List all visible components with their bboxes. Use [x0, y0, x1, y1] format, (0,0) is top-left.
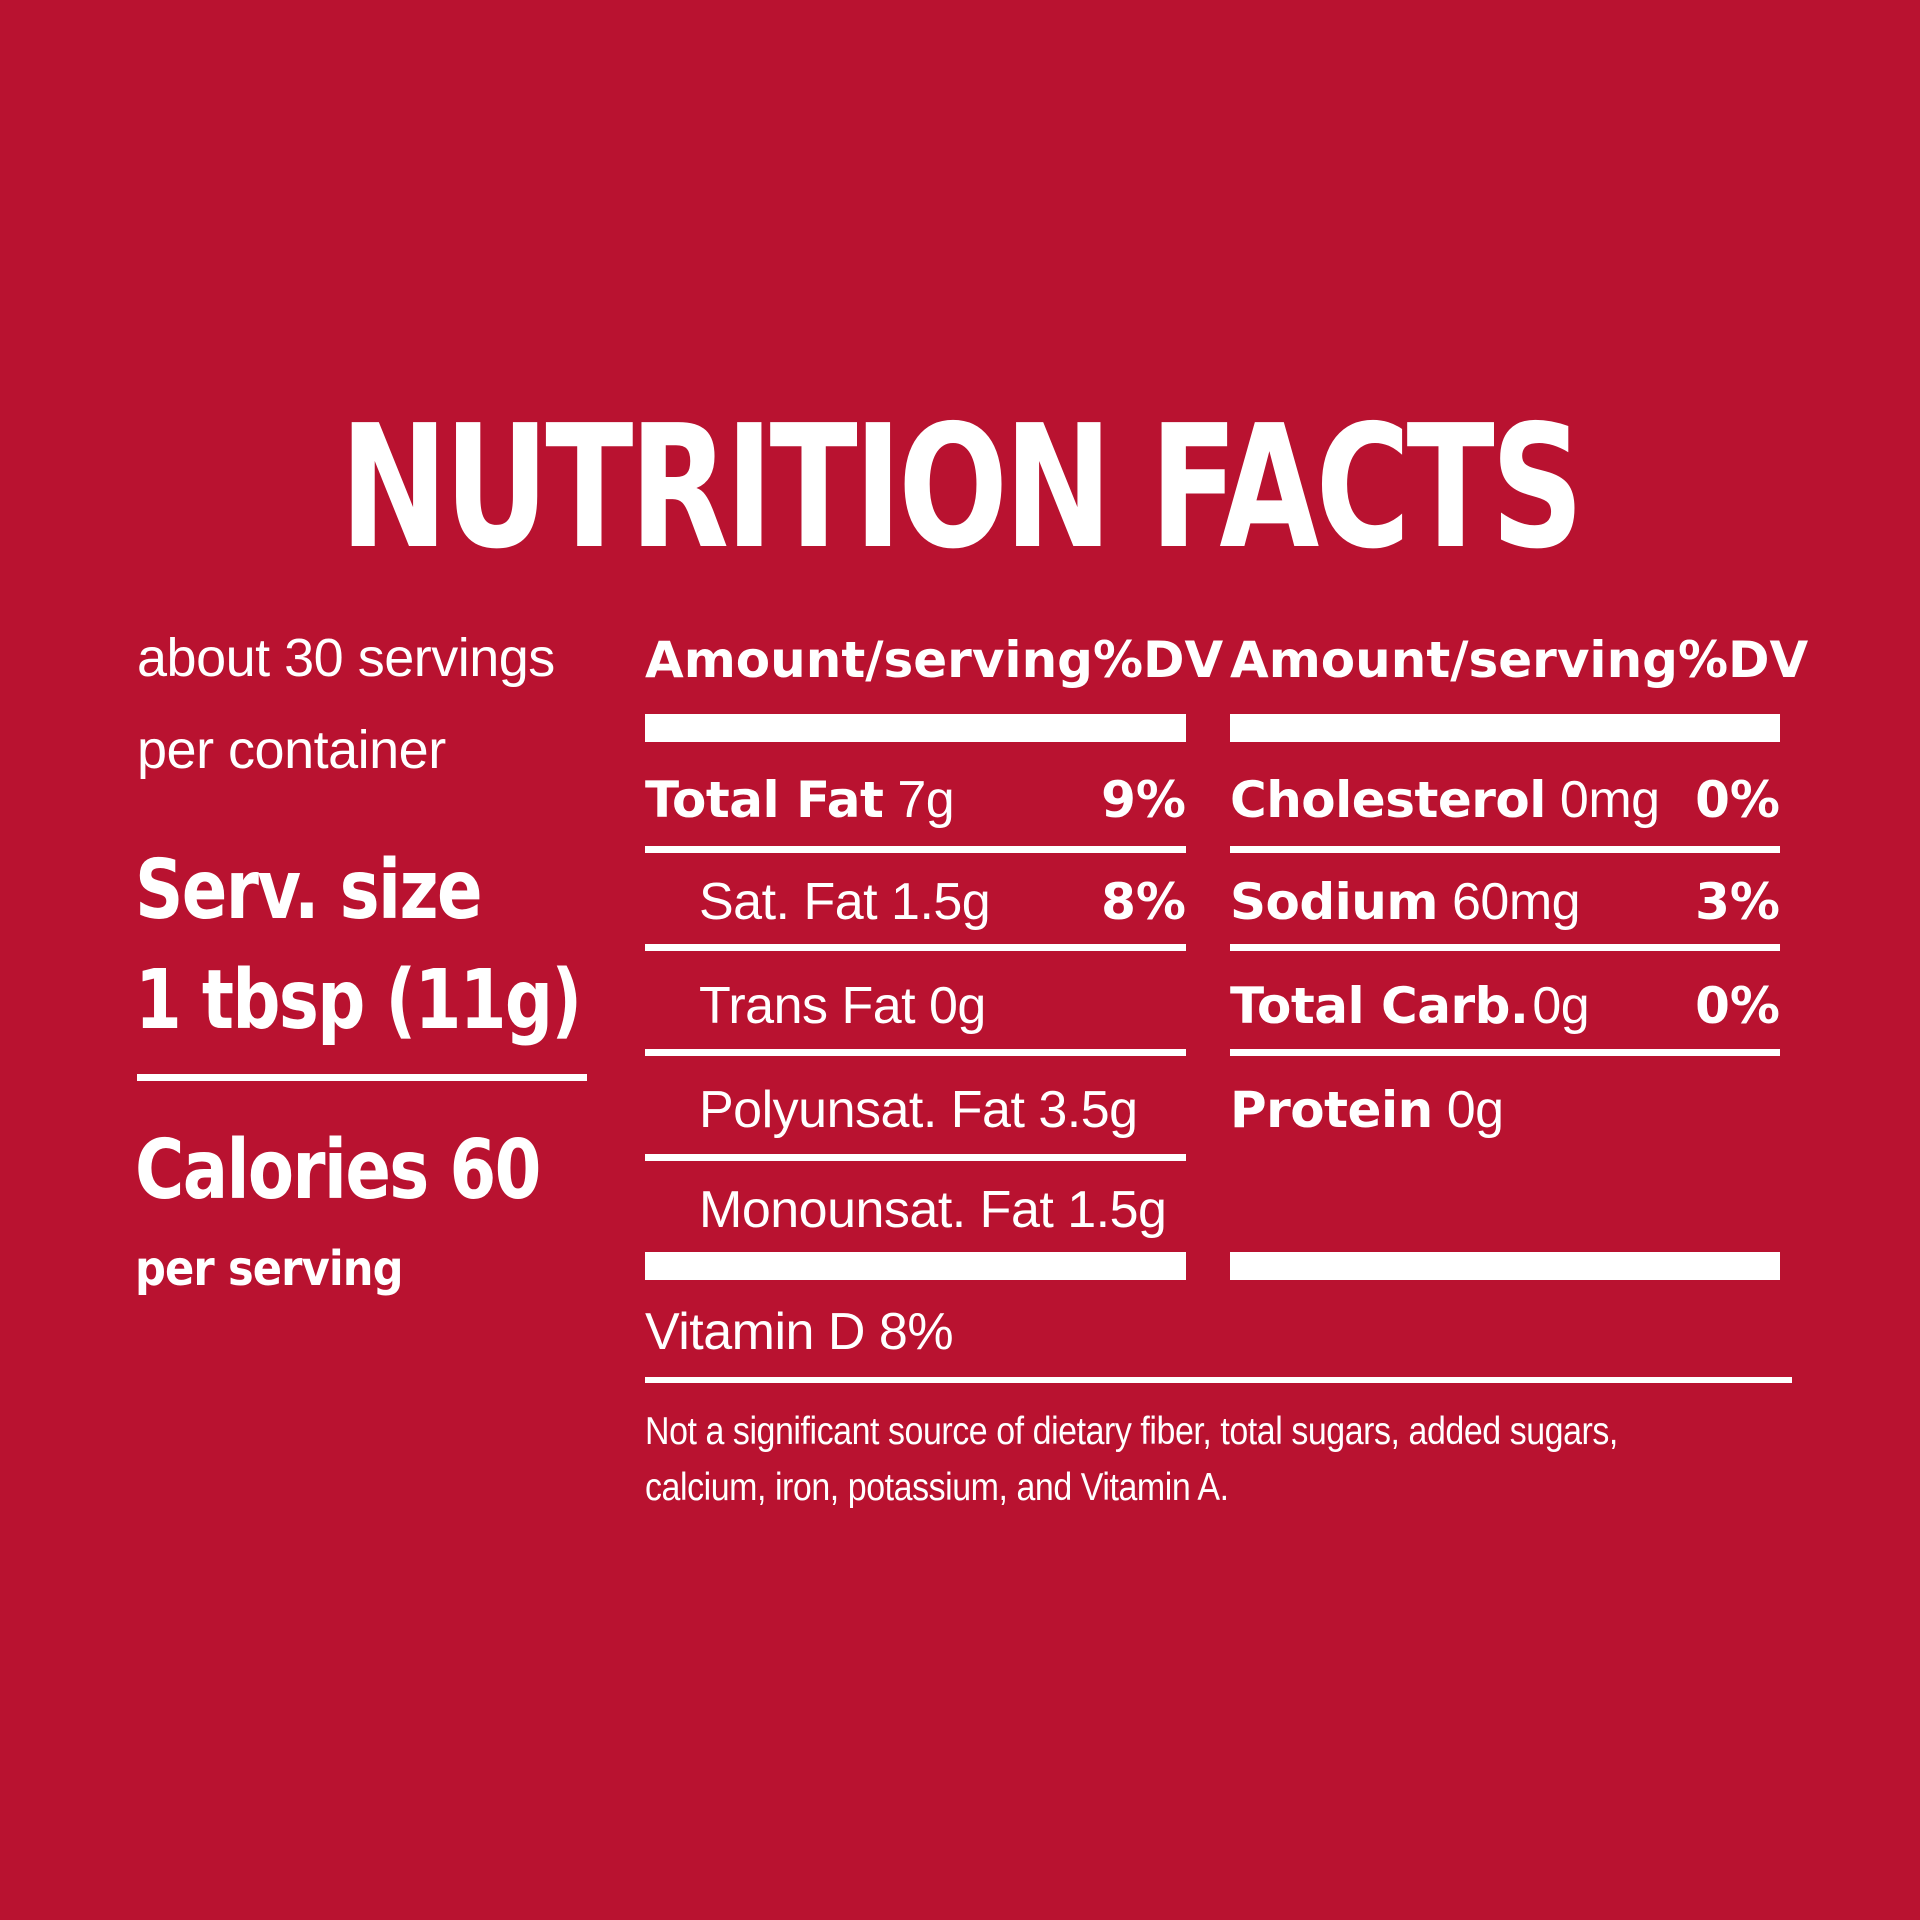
thick-bar-top: [1230, 714, 1780, 742]
thick-bar-bottom: [1230, 1252, 1780, 1280]
calories-per-serving: per serving: [135, 1240, 432, 1298]
thick-bar-bottom: [645, 1252, 1186, 1280]
footnote: Not a significant source of dietary fibe…: [645, 1404, 1763, 1516]
nutrient-amount: 0g: [1446, 1081, 1504, 1139]
nutrient-row-total-fat: Total Fat 7g 9%: [645, 770, 1186, 844]
nutrient-amount: Trans Fat 0g: [699, 977, 986, 1035]
calories: Calories 60: [135, 1116, 629, 1226]
nutrient-name: Sodium: [1230, 873, 1439, 931]
amount-serving-heading: Amount/serving: [1230, 631, 1678, 689]
nutrient-amount: Polyunsat. Fat 3.5g: [699, 1081, 1138, 1139]
column-header: Amount/serving %DV: [645, 628, 1223, 692]
servings-per-container: about 30 servings per container: [137, 612, 555, 796]
nutrient-name: Protein: [1230, 1081, 1433, 1139]
nutrient-row-cholesterol: Cholesterol 0mg 0%: [1230, 770, 1780, 844]
footnote-line2: calcium, iron, potassium, and Vitamin A.: [645, 1466, 1229, 1509]
nutrient-column-other: Amount/serving %DV Cholesterol 0mg 0% So…: [1230, 0, 1808, 1920]
vitamin-d-row: Vitamin D 8%: [645, 1303, 954, 1361]
dv-heading: %DV: [1677, 631, 1809, 689]
nutrient-dv: 9%: [1101, 771, 1186, 829]
nutrient-row-monounsat-fat: Monounsat. Fat 1.5g: [645, 1180, 1186, 1254]
left-panel-divider: [137, 1074, 587, 1081]
nutrient-column-fats: Amount/serving %DV Total Fat 7g 9% Sat. …: [645, 0, 1223, 1920]
servings-line2: per container: [137, 720, 446, 780]
footnote-divider: [645, 1377, 1792, 1383]
thick-bar-top: [645, 714, 1186, 742]
row-divider: [645, 1154, 1186, 1161]
nutrient-dv: 0%: [1695, 977, 1780, 1035]
row-divider: [1230, 1049, 1780, 1056]
nutrient-row-sodium: Sodium 60mg 3%: [1230, 872, 1780, 946]
footnote-line1: Not a significant source of dietary fibe…: [645, 1410, 1618, 1453]
nutrient-amount: 0g: [1532, 977, 1590, 1035]
servings-line1: about 30 servings: [137, 628, 555, 688]
row-divider: [1230, 846, 1780, 853]
nutrient-name: Cholesterol: [1230, 771, 1546, 829]
nutrient-amount: 7g: [897, 771, 955, 829]
serving-size: Serv. size 1 tbsp (11g): [135, 836, 678, 1056]
row-divider: [645, 944, 1186, 951]
row-divider: [645, 1049, 1186, 1056]
nutrient-dv: 3%: [1695, 873, 1780, 931]
nutrient-row-protein: Protein 0g: [1230, 1080, 1780, 1154]
nutrient-amount: 0mg: [1559, 771, 1660, 829]
amount-serving-heading: Amount/serving: [645, 631, 1093, 689]
nutrient-amount: 60mg: [1452, 873, 1581, 931]
serving-size-label: Serv. size: [135, 843, 483, 938]
serving-size-value: 1 tbsp (11g): [135, 953, 582, 1048]
column-header: Amount/serving %DV: [1230, 628, 1808, 692]
nutrient-row-polyunsat-fat: Polyunsat. Fat 3.5g: [645, 1080, 1186, 1154]
nutrient-dv: 8%: [1101, 873, 1186, 931]
nutrient-amount: Monounsat. Fat 1.5g: [699, 1181, 1167, 1239]
dv-heading: %DV: [1092, 631, 1224, 689]
nutrient-row-total-carb: Total Carb. 0g 0%: [1230, 976, 1780, 1050]
label-title: NUTRITION FACTS: [0, 389, 1920, 587]
nutrient-name: Total Carb.: [1230, 977, 1529, 1035]
row-divider: [1230, 944, 1780, 951]
nutrient-dv: 0%: [1695, 771, 1780, 829]
nutrient-name: Total Fat: [645, 771, 884, 829]
calories-label: Calories 60: [135, 1123, 541, 1218]
nutrient-row-sat-fat: Sat. Fat 1.5g 8%: [645, 872, 1186, 946]
calories-sub-label: per serving: [135, 1241, 404, 1297]
nutrient-row-trans-fat: Trans Fat 0g: [645, 976, 1186, 1050]
nutrient-amount: Sat. Fat 1.5g: [699, 873, 991, 931]
label-title-text: NUTRITION FACTS: [339, 389, 1584, 587]
row-divider: [645, 846, 1186, 853]
